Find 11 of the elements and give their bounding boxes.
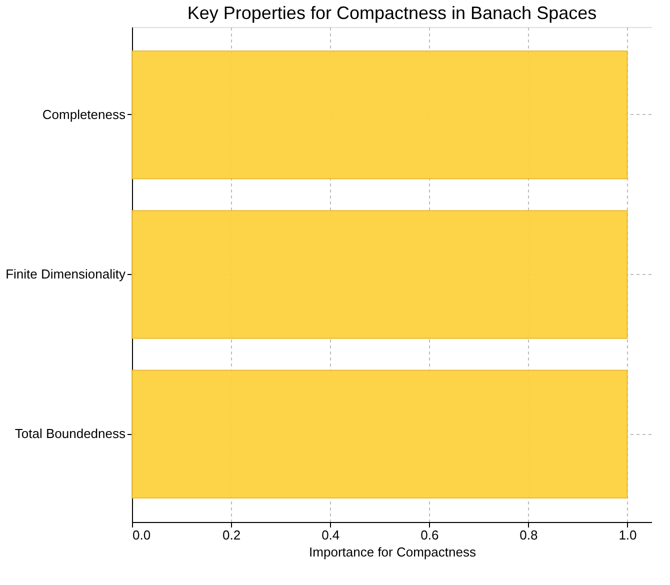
y-tick-label: Total Boundedness [14, 426, 126, 442]
x-tick-label: 0.0 [132, 528, 151, 542]
x-tick-label: 0.4 [322, 528, 340, 542]
x-axis-title: Importance for Compactness [309, 544, 476, 560]
y-tick-label: Completeness [42, 106, 126, 122]
x-tick-label: 0.6 [420, 528, 439, 542]
x-tick-label: 1.0 [618, 528, 637, 542]
x-tick-label: 0.8 [520, 528, 538, 542]
y-tick-label: Finite Dimensionality [6, 266, 126, 282]
x-tick-label: 0.2 [222, 528, 241, 542]
chart-title: Key Properties for Compactness in Banach Spaces [187, 3, 597, 23]
